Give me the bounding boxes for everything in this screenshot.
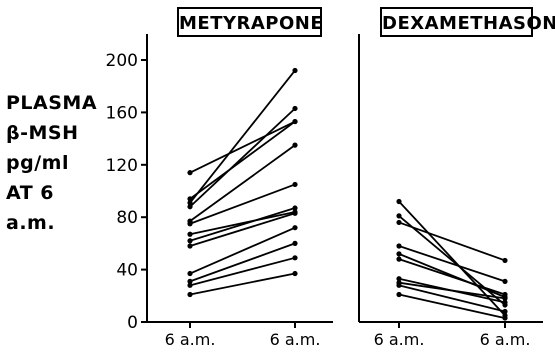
y-axis-label: PLASMA β-MSH pg/ml AT 6 a.m. (6, 88, 98, 238)
data-point-metyrapone (187, 221, 193, 227)
series-line-metyrapone-9 (189, 226, 296, 275)
data-point-dexamethasone (396, 219, 402, 226)
panel-title-dexamethasone: DEXAMETHASONE (380, 7, 555, 37)
data-point-metyrapone (187, 291, 193, 298)
data-point-metyrapone (292, 240, 298, 246)
series-line-metyrapone-12 (189, 272, 296, 296)
y-tick-label: 80 (116, 208, 138, 228)
data-point-metyrapone (292, 270, 298, 277)
data-point-metyrapone (292, 105, 298, 112)
series-line-dexamethasone-2 (398, 221, 506, 262)
series-line-metyrapone-5 (189, 183, 296, 225)
y-tick-label: 160 (106, 103, 138, 123)
y-tick-label: 200 (106, 51, 138, 71)
data-point-dexamethasone (396, 291, 402, 298)
series-line-metyrapone-7 (189, 207, 296, 242)
series-line-metyrapone-10 (189, 242, 296, 283)
data-point-metyrapone (292, 67, 298, 74)
data-point-metyrapone (187, 278, 193, 284)
data-point-dexamethasone (502, 257, 508, 264)
data-point-metyrapone (292, 181, 298, 188)
data-point-dexamethasone (502, 308, 508, 315)
data-point-dexamethasone (502, 299, 508, 305)
data-point-metyrapone (187, 270, 193, 277)
series-line-dexamethasone-5 (398, 258, 506, 296)
data-point-dexamethasone (396, 198, 402, 205)
data-point-metyrapone (292, 118, 298, 125)
panel-title-metyrapone: METYRAPONE (177, 7, 323, 37)
series-line-metyrapone-4 (189, 144, 296, 222)
data-point-dexamethasone (502, 278, 508, 284)
data-point-metyrapone (187, 243, 193, 249)
data-point-metyrapone (187, 238, 193, 244)
data-point-dexamethasone (396, 256, 402, 262)
x-tick-label: 6 a.m. (374, 330, 425, 349)
y-axis-label-line: PLASMA (6, 92, 98, 114)
data-point-dexamethasone (502, 295, 508, 302)
data-point-metyrapone (187, 204, 193, 210)
series-line-metyrapone-8 (189, 212, 296, 247)
x-tick-label: 6 a.m. (165, 330, 216, 349)
series-line-metyrapone-0 (189, 120, 296, 174)
data-point-dexamethasone (502, 291, 508, 298)
y-axis-label-line: β-MSH (6, 122, 79, 144)
data-point-metyrapone (292, 255, 298, 261)
y-tick-label: 120 (106, 156, 138, 176)
x-tick-label: 6 a.m. (480, 330, 531, 349)
data-point-dexamethasone (396, 276, 402, 282)
series-line-metyrapone-6 (189, 211, 296, 236)
y-tick-label: 40 (116, 261, 138, 281)
data-point-metyrapone (292, 210, 298, 216)
data-point-metyrapone (292, 142, 298, 148)
y-tick-label: 0 (127, 313, 138, 333)
x-tick-label: 6 a.m. (270, 330, 321, 349)
data-point-metyrapone (187, 231, 193, 237)
y-axis-label-line: pg/ml (6, 152, 69, 174)
series-line-dexamethasone-7 (398, 281, 506, 300)
series-line-metyrapone-2 (189, 69, 296, 204)
data-point-dexamethasone (396, 213, 402, 219)
series-line-metyrapone-11 (189, 256, 296, 287)
data-point-metyrapone (292, 205, 298, 211)
data-point-dexamethasone (396, 251, 402, 257)
series-line-dexamethasone-4 (398, 253, 506, 298)
data-point-metyrapone (187, 282, 193, 288)
data-point-dexamethasone (502, 315, 508, 321)
series-line-dexamethasone-9 (398, 293, 506, 319)
series-line-metyrapone-3 (189, 107, 296, 208)
data-point-dexamethasone (396, 243, 402, 249)
data-point-metyrapone (292, 225, 298, 231)
series-line-dexamethasone-8 (398, 284, 506, 313)
data-point-metyrapone (187, 200, 193, 206)
series-line-metyrapone-1 (189, 120, 296, 200)
y-axis-label-line: AT 6 a.m. (6, 182, 56, 234)
data-point-metyrapone (187, 170, 193, 176)
data-point-dexamethasone (396, 282, 402, 288)
series-line-dexamethasone-3 (398, 245, 506, 283)
